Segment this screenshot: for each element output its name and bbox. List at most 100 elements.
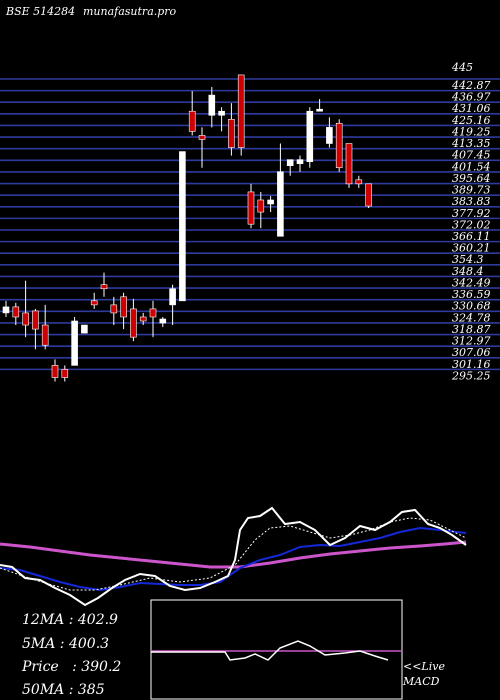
price-tick-label: 413.35 bbox=[451, 137, 491, 150]
price-tick-label: 377.92 bbox=[452, 207, 491, 220]
candle-body bbox=[51, 365, 59, 378]
price-tick-label: 366.11 bbox=[452, 230, 491, 243]
price-tick-label: 318.87 bbox=[452, 323, 491, 336]
price-tick-label: 330.68 bbox=[452, 300, 491, 313]
candle-body bbox=[286, 159, 294, 166]
candle bbox=[179, 151, 186, 302]
candle-body bbox=[218, 110, 225, 116]
candle-body bbox=[22, 312, 29, 326]
price-tick-label: 372.02 bbox=[452, 218, 491, 231]
candle-body bbox=[179, 151, 186, 302]
candle bbox=[228, 103, 235, 156]
price-tick-label: 442.87 bbox=[451, 79, 491, 92]
price-tick-label: 445 bbox=[451, 61, 473, 74]
candle bbox=[139, 312, 147, 326]
price-tick-label: 425.16 bbox=[451, 114, 491, 127]
candle bbox=[237, 74, 245, 156]
ma-price-line bbox=[0, 506, 467, 607]
candle-body bbox=[41, 324, 49, 346]
candle-body bbox=[208, 94, 216, 116]
price-tick-label: 301.16 bbox=[452, 358, 491, 371]
candle bbox=[2, 300, 10, 317]
candle-body bbox=[120, 296, 127, 318]
candle-body bbox=[277, 171, 284, 237]
candle-body bbox=[130, 308, 137, 338]
candle-body bbox=[159, 318, 167, 324]
macd-box bbox=[150, 599, 403, 700]
candle-body bbox=[81, 324, 88, 334]
candle bbox=[335, 119, 343, 172]
candle bbox=[100, 272, 108, 297]
candle bbox=[296, 155, 304, 172]
candle bbox=[188, 91, 196, 136]
candle-body bbox=[237, 74, 245, 148]
candle-body bbox=[267, 199, 274, 205]
candle bbox=[326, 117, 333, 148]
candles bbox=[2, 74, 372, 382]
ma12-stat: 12MA : 402.9 bbox=[22, 612, 118, 628]
ma-panel bbox=[0, 506, 467, 607]
candle bbox=[286, 159, 294, 176]
candle-body bbox=[139, 316, 147, 322]
price-tick-label: 354.3 bbox=[452, 253, 484, 266]
ma-signal-line bbox=[0, 517, 467, 591]
candle-body bbox=[306, 110, 314, 162]
price-tick-label: 395.64 bbox=[452, 172, 491, 185]
candle bbox=[32, 308, 39, 350]
price-tick-label: 389.73 bbox=[452, 184, 491, 197]
candle bbox=[61, 365, 69, 382]
price-tick-label: 307.06 bbox=[452, 346, 491, 359]
price-tick-label: 360.21 bbox=[452, 242, 491, 255]
price-tick-label: 342.49 bbox=[452, 276, 491, 289]
candle bbox=[110, 296, 118, 326]
candle bbox=[149, 300, 157, 338]
price-tick-label: 295.25 bbox=[451, 369, 491, 382]
price-tick-label: 348.4 bbox=[452, 265, 484, 278]
symbol-label: BSE 514284 bbox=[6, 5, 76, 18]
candle-body bbox=[149, 308, 157, 318]
candle-body bbox=[335, 123, 343, 169]
candle bbox=[71, 316, 78, 366]
price-tick-label: 431.06 bbox=[451, 102, 491, 115]
candle-body bbox=[32, 310, 39, 330]
candle bbox=[22, 280, 29, 338]
ma50-stat: 50MA : 385 bbox=[22, 682, 105, 698]
candle bbox=[51, 359, 59, 382]
ma5-stat: 5MA : 400.3 bbox=[22, 636, 110, 652]
price-tick-label: 324.78 bbox=[452, 311, 491, 324]
candle-body bbox=[326, 127, 333, 144]
candle-body bbox=[2, 306, 10, 314]
candle bbox=[12, 302, 20, 326]
candle bbox=[130, 298, 137, 342]
candle-body bbox=[316, 108, 323, 112]
candle-body bbox=[12, 306, 20, 318]
macd-live-label: <<Live bbox=[403, 660, 445, 673]
macd-line bbox=[151, 640, 389, 661]
candle bbox=[355, 175, 363, 188]
candle-body bbox=[188, 110, 196, 132]
candle-body bbox=[100, 284, 108, 290]
candle-body bbox=[169, 288, 176, 306]
candle-body bbox=[247, 191, 255, 225]
candle-body bbox=[61, 369, 69, 378]
candle-body bbox=[355, 179, 363, 185]
candle-body bbox=[296, 159, 304, 164]
price-tick-label: 419.25 bbox=[451, 125, 491, 138]
candle bbox=[316, 99, 323, 112]
ma-fast-line bbox=[0, 526, 467, 592]
candle bbox=[120, 292, 127, 330]
candle-body bbox=[90, 300, 98, 306]
candle-body bbox=[365, 183, 372, 207]
candle-body bbox=[71, 320, 78, 366]
candle bbox=[159, 316, 167, 328]
price-tick-label: 383.83 bbox=[452, 195, 491, 208]
candle bbox=[277, 143, 284, 237]
price-tick-label: 436.97 bbox=[451, 91, 491, 104]
price-tick-label: 401.54 bbox=[451, 160, 491, 173]
candle-body bbox=[198, 135, 206, 140]
candle bbox=[90, 292, 98, 309]
candle-body bbox=[345, 143, 353, 185]
candle bbox=[198, 127, 206, 168]
